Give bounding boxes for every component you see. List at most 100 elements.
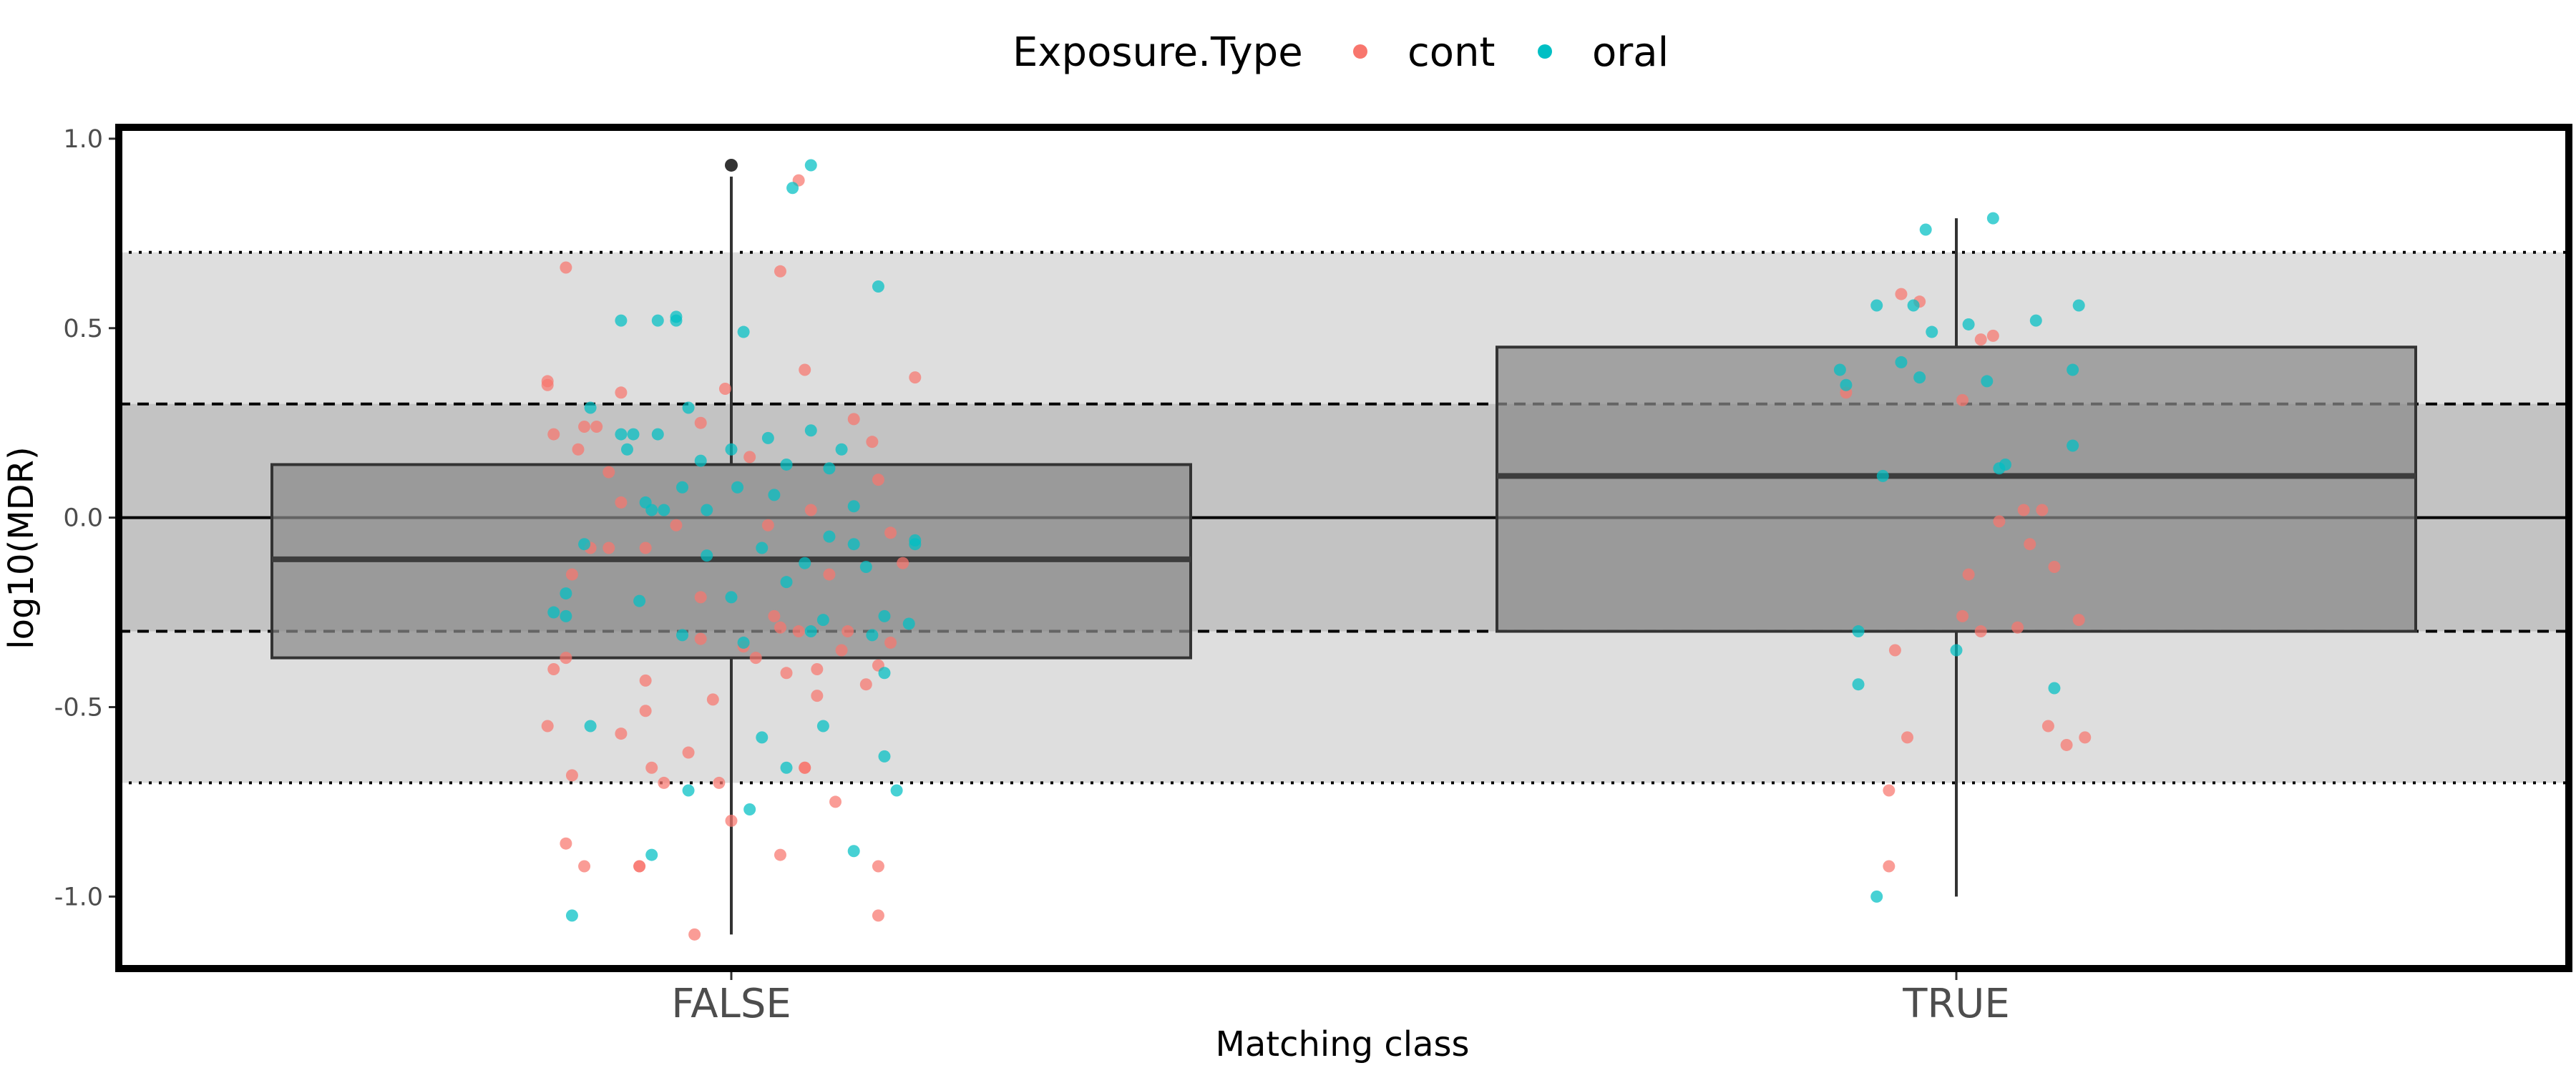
point-oral-FALSE-50	[584, 720, 597, 733]
point-cont-TRUE-11	[2048, 560, 2061, 573]
point-cont-FALSE-54	[884, 636, 897, 649]
point-cont-FALSE-37	[694, 591, 707, 604]
point-cont-FALSE-4	[572, 443, 585, 456]
point-cont-FALSE-22	[909, 371, 922, 384]
y-tick-label-3: -0.5	[54, 693, 103, 722]
point-cont-FALSE-35	[682, 746, 695, 759]
point-oral-FALSE-53	[743, 803, 756, 816]
point-cont-FALSE-62	[774, 848, 786, 861]
legend-title: Exposure.Type	[1013, 29, 1303, 76]
point-oral-TRUE-22	[1870, 890, 1883, 903]
point-cont-FALSE-66	[872, 909, 884, 922]
point-oral-TRUE-2	[1876, 469, 1889, 482]
point-cont-FALSE-52	[859, 678, 872, 691]
point-oral-TRUE-8	[1962, 318, 1975, 330]
point-oral-TRUE-4	[1895, 356, 1908, 368]
point-oral-FALSE-8	[627, 428, 640, 441]
point-cont-FALSE-28	[541, 720, 554, 733]
point-oral-FALSE-20	[780, 458, 793, 471]
point-cont-FALSE-18	[847, 413, 860, 426]
point-cont-TRUE-21	[1883, 784, 1896, 797]
point-oral-FALSE-34	[676, 629, 689, 642]
point-cont-TRUE-5	[1974, 333, 1987, 346]
point-oral-FALSE-52	[756, 731, 769, 744]
x-axis-title: Matching class	[1215, 1024, 1469, 1064]
point-cont-TRUE-19	[2072, 614, 2085, 627]
point-cont-FALSE-61	[725, 814, 738, 827]
point-oral-FALSE-19	[768, 489, 781, 501]
point-cont-TRUE-17	[2041, 720, 2054, 733]
point-cont-FALSE-13	[718, 383, 731, 396]
point-cont-FALSE-64	[829, 795, 842, 808]
point-oral-FALSE-24	[847, 500, 860, 513]
point-cont-TRUE-14	[1956, 609, 1969, 622]
point-cont-TRUE-15	[1974, 625, 1987, 638]
point-cont-FALSE-59	[633, 860, 646, 873]
point-cont-FALSE-34	[658, 776, 670, 789]
point-cont-FALSE-8	[602, 466, 615, 479]
point-oral-FALSE-58	[565, 909, 578, 922]
point-cont-FALSE-26	[547, 663, 560, 676]
point-cont-FALSE-17	[804, 504, 817, 516]
legend-swatch-cont	[1353, 44, 1367, 59]
point-cont-FALSE-41	[749, 652, 762, 665]
point-cont-TRUE-10	[2036, 504, 2049, 516]
point-oral-FALSE-5	[584, 401, 597, 414]
point-cont-FALSE-11	[670, 519, 683, 531]
point-oral-FALSE-42	[816, 614, 829, 627]
y-tick-label-0: 1.0	[63, 125, 103, 154]
point-cont-FALSE-15	[761, 519, 774, 531]
point-oral-FALSE-23	[835, 443, 848, 456]
point-cont-FALSE-44	[780, 667, 793, 680]
point-oral-FALSE-57	[890, 784, 903, 797]
point-oral-TRUE-15	[2067, 363, 2079, 376]
legend-label-cont: cont	[1407, 29, 1496, 76]
y-tick-label-2: 0.0	[63, 504, 103, 533]
point-oral-FALSE-28	[878, 609, 891, 622]
outlier-FALSE-0	[725, 158, 738, 172]
point-oral-TRUE-13	[1919, 223, 1932, 236]
point-cont-TRUE-9	[2024, 538, 2036, 551]
point-oral-FALSE-11	[651, 428, 664, 441]
point-oral-FALSE-25	[872, 280, 884, 293]
point-cont-TRUE-6	[1986, 329, 1999, 342]
point-oral-FALSE-1	[651, 314, 664, 327]
point-oral-TRUE-7	[1907, 299, 1920, 312]
point-cont-FALSE-36	[694, 632, 707, 645]
point-oral-FALSE-31	[560, 587, 572, 600]
point-cont-TRUE-3	[1956, 393, 1969, 406]
point-oral-FALSE-32	[578, 538, 591, 551]
data-points	[541, 159, 2092, 941]
point-oral-FALSE-38	[756, 542, 769, 554]
point-oral-TRUE-14	[2029, 314, 2042, 327]
x-tick-label-FALSE: FALSE	[671, 981, 791, 1027]
point-oral-TRUE-11	[1999, 458, 2011, 471]
point-oral-FALSE-12	[658, 504, 670, 516]
point-cont-FALSE-57	[578, 860, 591, 873]
point-oral-TRUE-16	[2067, 439, 2079, 452]
y-tick-label-4: -1.0	[54, 883, 103, 911]
point-cont-FALSE-29	[565, 769, 578, 782]
point-oral-FALSE-35	[701, 549, 713, 562]
point-cont-FALSE-48	[811, 690, 824, 702]
point-oral-TRUE-0	[1833, 363, 1846, 376]
point-oral-FALSE-47	[878, 667, 891, 680]
point-oral-FALSE-41	[804, 625, 817, 638]
x-axis: FALSE TRUE	[671, 972, 2010, 1027]
point-oral-TRUE-3	[1870, 299, 1883, 312]
point-cont-FALSE-14	[743, 451, 756, 464]
point-cont-FALSE-12	[694, 416, 707, 429]
point-oral-FALSE-46	[866, 629, 879, 642]
point-cont-FALSE-47	[811, 663, 824, 676]
point-oral-FALSE-51	[682, 784, 695, 797]
point-oral-FALSE-3	[670, 310, 683, 323]
point-cont-FALSE-32	[639, 705, 652, 717]
point-oral-FALSE-48	[878, 750, 891, 763]
point-oral-FALSE-60	[737, 325, 750, 338]
point-cont-TRUE-13	[1901, 731, 1914, 744]
point-oral-FALSE-39	[780, 576, 793, 589]
point-oral-FALSE-22	[823, 462, 836, 475]
point-oral-TRUE-18	[1852, 625, 1865, 638]
point-cont-TRUE-12	[1888, 644, 1901, 657]
